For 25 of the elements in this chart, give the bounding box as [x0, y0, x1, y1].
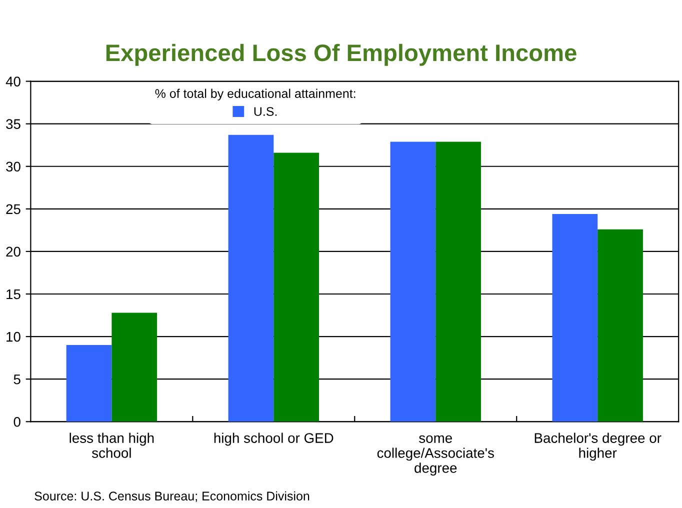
bar	[390, 142, 436, 422]
y-tick-label: 10	[6, 332, 20, 342]
y-tick-label: 5	[14, 374, 20, 384]
y-tick-label: 25	[6, 204, 20, 214]
bar	[598, 229, 643, 422]
source-note: Source: U.S. Census Bureau; Economics Division	[34, 491, 310, 502]
bar	[274, 152, 320, 422]
x-tick-label: Bachelor's degree or higher	[534, 432, 662, 461]
x-tick-label: some college/Associate's degree	[377, 435, 494, 476]
chart-title: Experienced Loss Of Employment Income	[106, 44, 576, 66]
bar	[552, 214, 598, 422]
legend-title: % of total by educational attainment:	[155, 88, 356, 100]
x-tick-label: high school or GED	[214, 432, 334, 446]
y-tick-label: 35	[6, 119, 20, 129]
bar	[112, 312, 158, 422]
y-tick-label: 40	[6, 76, 20, 86]
y-tick-label: 0	[14, 416, 20, 427]
y-tick-label: 30	[6, 162, 20, 172]
legend-label: U.S.	[254, 107, 277, 116]
bar	[66, 345, 112, 422]
y-tick-label: 15	[6, 289, 20, 300]
bar	[436, 142, 481, 422]
y-tick-label: 20	[6, 246, 20, 257]
bar	[228, 134, 274, 422]
x-tick-label: less than high school	[70, 432, 154, 458]
